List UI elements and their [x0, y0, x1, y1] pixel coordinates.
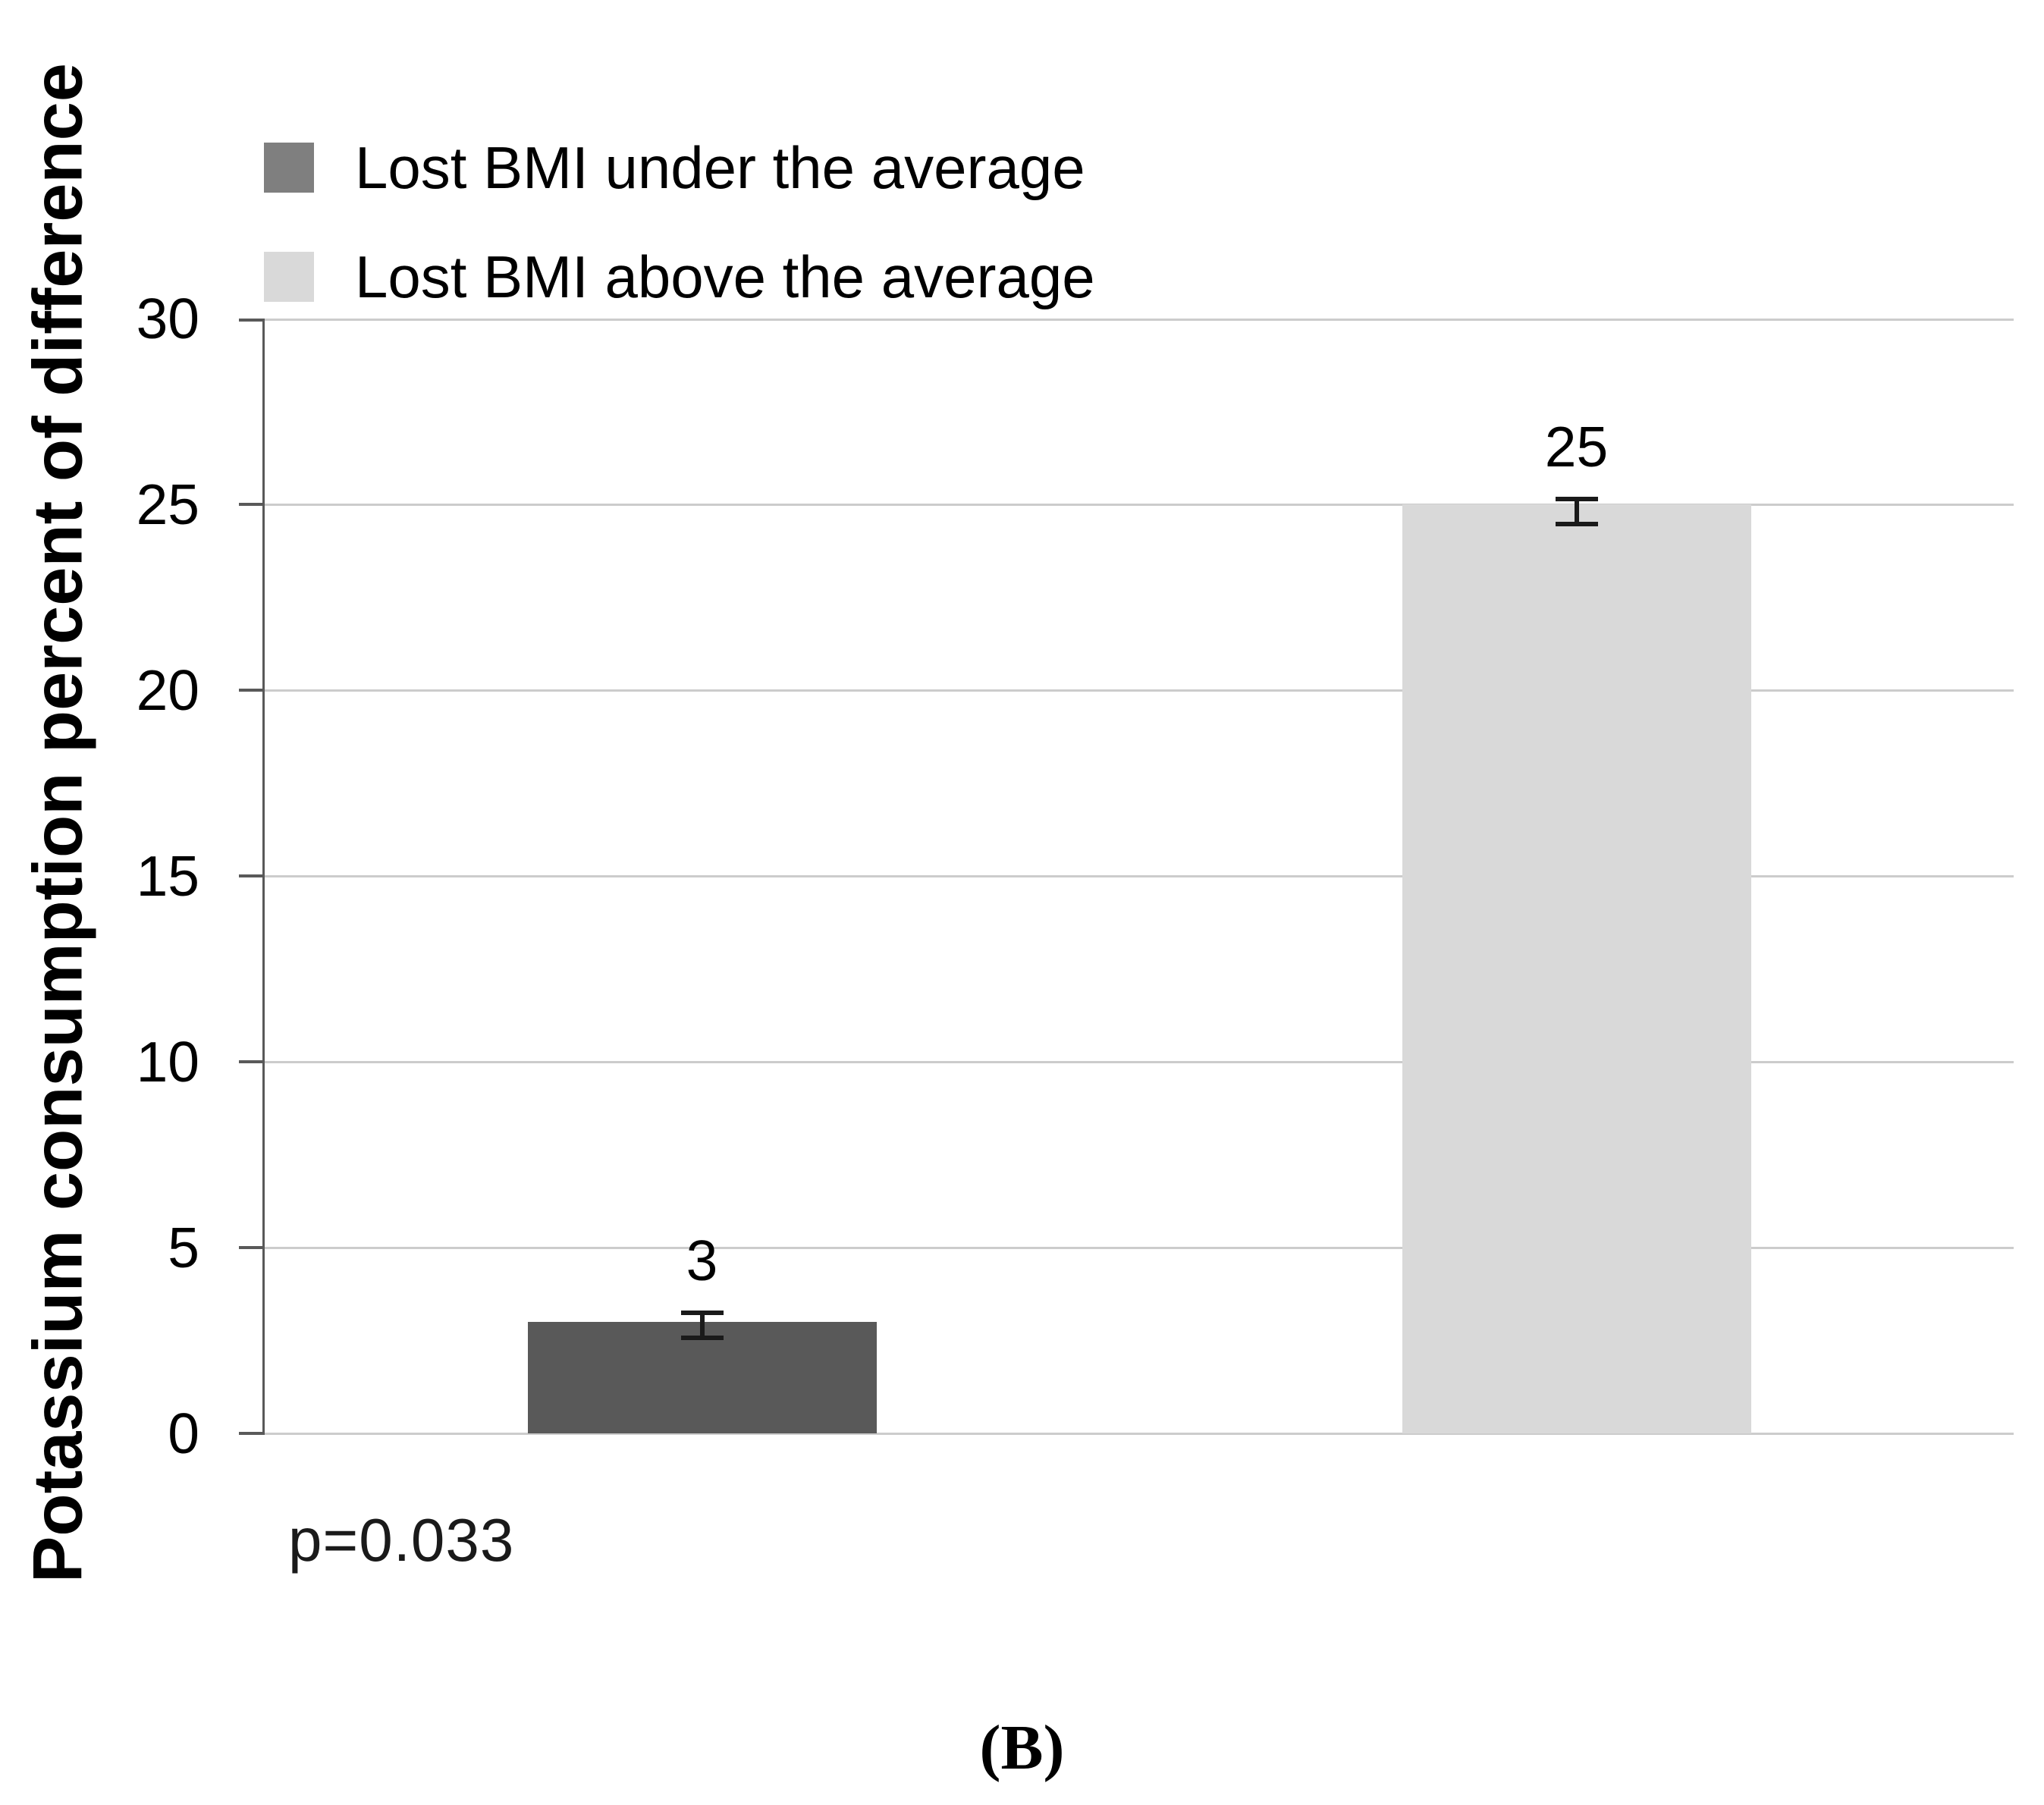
gridline [265, 874, 2014, 877]
gridline [265, 689, 2014, 692]
error-bar-stem [699, 1311, 705, 1341]
y-tick-label: 30 [136, 287, 199, 350]
gridline [265, 1432, 2014, 1435]
y-axis-tick [239, 874, 265, 877]
y-tick-label: 20 [136, 658, 199, 722]
error-bar-above-average [1555, 497, 1598, 527]
y-axis-tick [239, 503, 265, 506]
error-bar-cap-bottom [1555, 522, 1598, 527]
y-tick-label: 5 [168, 1216, 199, 1279]
y-tick-label: 15 [136, 844, 199, 908]
legend-label-above-average: Lost BMI above the average [355, 243, 1095, 310]
error-bar-stem [1574, 497, 1579, 527]
legend-item-under-average: Lost BMI under the average [264, 138, 1085, 197]
gridline [265, 319, 2014, 321]
y-tick-label: 0 [168, 1402, 199, 1465]
y-tick-label: 25 [136, 472, 199, 536]
gridline [265, 503, 2014, 506]
error-bar-cap-bottom [680, 1336, 724, 1341]
data-label-under-average: 3 [686, 1229, 718, 1293]
legend-swatch-above-average [264, 252, 314, 302]
error-bar-cap-top [1555, 497, 1598, 502]
y-axis-tick [239, 319, 265, 322]
legend-item-above-average: Lost BMI above the average [264, 247, 1095, 306]
panel-caption: (B) [979, 1712, 1065, 1783]
y-axis-tick [239, 1246, 265, 1249]
y-axis-tick [239, 1060, 265, 1063]
y-tick-labels: 30 25 20 15 10 5 0 [0, 288, 199, 1464]
gridline [265, 1246, 2014, 1249]
legend-label-under-average: Lost BMI under the average [355, 134, 1085, 201]
y-axis-tick [239, 689, 265, 692]
data-label-above-average: 25 [1544, 415, 1609, 479]
y-tick-label: 10 [136, 1030, 199, 1094]
y-axis-tick [239, 1432, 265, 1435]
bar-lost-bmi-above-average [1402, 504, 1751, 1433]
bar-lost-bmi-under-average [527, 1322, 877, 1433]
error-bar-cap-top [680, 1311, 724, 1316]
p-value-annotation: p=0.033 [288, 1506, 515, 1574]
plot-area: 3 25 [239, 319, 2014, 1435]
error-bar-under-average [680, 1311, 724, 1341]
legend-swatch-under-average [264, 143, 314, 193]
gridline [265, 1060, 2014, 1063]
